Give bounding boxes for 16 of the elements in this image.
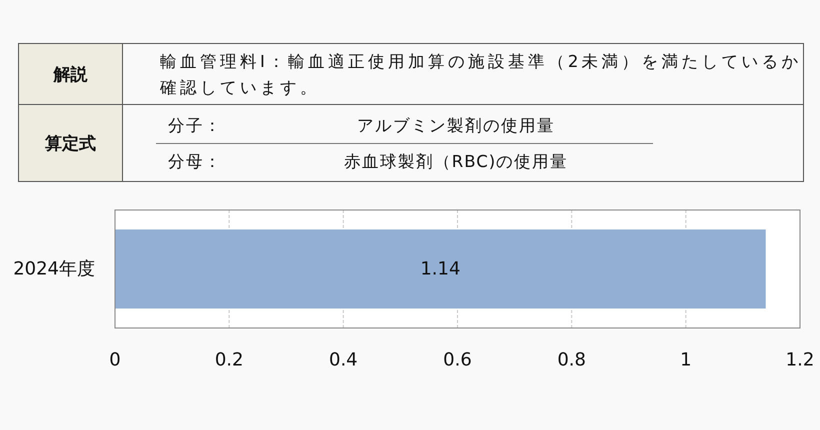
text: 分母：	[168, 151, 222, 173]
x-tick-label: 1.2	[786, 350, 814, 370]
x-tick-label: 0.6	[443, 350, 472, 370]
text: 輸血管理料Ⅰ：輸血適正使用加算の施設基準（2未満）を満たしているか確認しています。	[160, 51, 802, 99]
x-tick-label: 1	[680, 350, 692, 370]
y-tick-label: 2024年度	[13, 258, 95, 280]
text: 算定式	[19, 105, 123, 181]
x-tick-label: 0.4	[329, 350, 358, 370]
x-tick-label: 0.2	[214, 350, 244, 370]
text: アルブミン製剤の使用量	[356, 115, 556, 137]
x-tick-label: 0.8	[557, 350, 586, 370]
data-label: 1.14	[420, 258, 460, 280]
text: 解説	[19, 44, 123, 105]
text: 分子：	[168, 115, 222, 137]
text: 赤血球製剤（RBC)の使用量	[342, 151, 570, 173]
x-tick-label: 0	[109, 350, 121, 370]
